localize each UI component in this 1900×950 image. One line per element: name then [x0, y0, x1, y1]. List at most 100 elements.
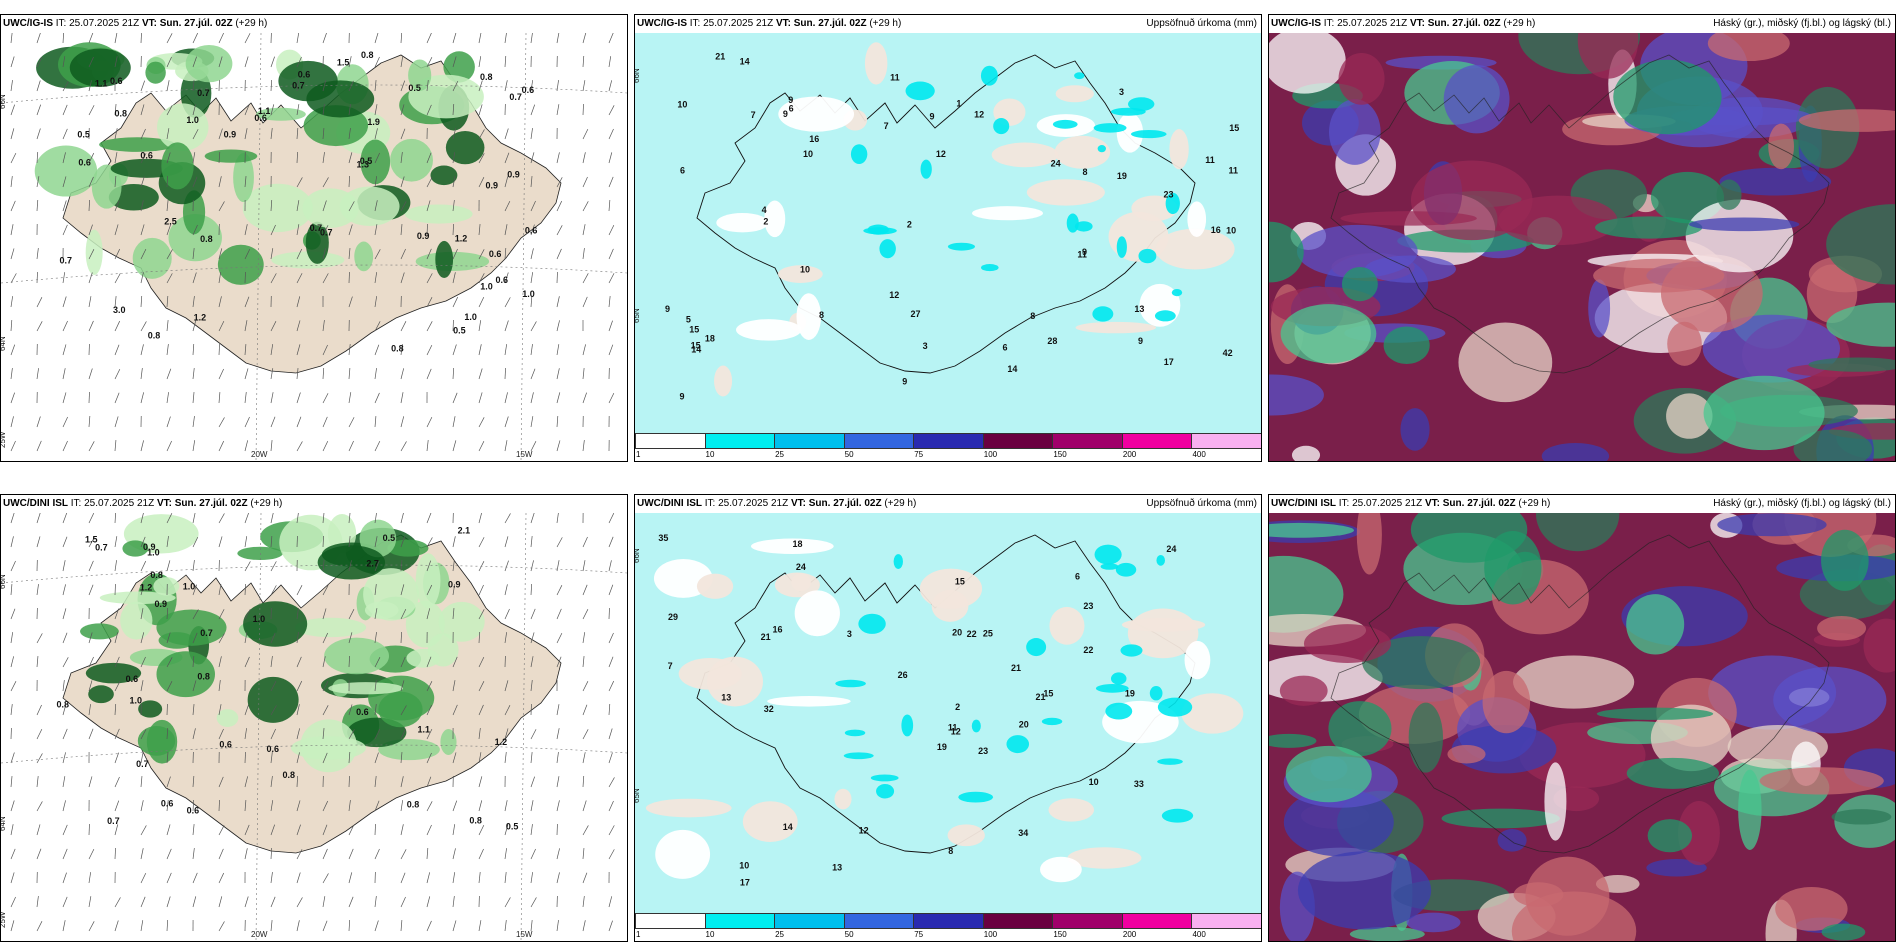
cloud-value-label: 0.8: [469, 816, 482, 826]
cloud-value-label: 0.5: [360, 156, 373, 166]
valid-time: Sun. 27.júl. 02Z: [808, 498, 882, 509]
cloud-value-label: 0.9: [143, 542, 156, 552]
precip-value-label: 15: [1229, 123, 1239, 133]
lat-label: 65N: [635, 308, 641, 323]
panel-header: UWC/DINI ISL IT: 25.07.2025 21Z VT: Sun.…: [635, 495, 1261, 513]
precip-value-label: 16: [773, 625, 783, 635]
panel-header: UWC/DINI ISL IT: 25.07.2025 21Z VT: Sun.…: [1, 495, 627, 513]
precip-value-label: 9: [679, 391, 684, 401]
precip-value-label: 13: [721, 692, 731, 702]
precip-value-label: 9: [930, 111, 935, 121]
precip-colorbar: 1 10 25 50 75 100 150 200 400: [635, 913, 1261, 941]
cloud-value-label: 0.8: [361, 50, 374, 60]
lat-label: 64N: [1, 816, 7, 831]
precip-value-label: 25: [983, 629, 993, 639]
colorbar-swatch: [1052, 433, 1123, 449]
valid-time-label: VT:: [156, 498, 172, 509]
init-time: IT: 25.07.2025 21Z: [1323, 18, 1408, 29]
init-time: IT: 25.07.2025 21Z: [704, 498, 789, 509]
precip-value-label: 5: [686, 314, 691, 324]
cloud-value-label: 0.7: [95, 543, 108, 553]
precip-value-label: 22: [967, 629, 977, 639]
precip-value-label: 10: [1089, 777, 1099, 787]
colorbar-swatch: [982, 433, 1054, 449]
precip-value-label: 15: [689, 324, 699, 334]
precip-value-label: 19: [1125, 688, 1135, 698]
lat-label: 66N: [1, 574, 7, 589]
valid-time-label: VT:: [141, 18, 157, 29]
precip-value-label: 15: [691, 341, 701, 351]
lead-time: (+29 h): [250, 498, 283, 509]
precip-value-label: 12: [951, 726, 961, 736]
cloud-value-label: 0.6: [496, 275, 509, 285]
precip-value-label: 9: [665, 304, 670, 314]
precip-value-label: 26: [898, 670, 908, 680]
precip-value-label: 6: [1002, 343, 1007, 353]
panel-3-layers-igis: UWC/IG-IS IT: 25.07.2025 21Z VT: Sun. 27…: [1268, 14, 1896, 462]
colorbar-swatch: [1052, 913, 1123, 929]
cloud-value-label: 0.7: [197, 88, 210, 98]
cloud-value-label: 0.6: [78, 158, 91, 168]
colorbar-tick-label: 100: [983, 930, 998, 939]
precip-value-label: 10: [1226, 225, 1236, 235]
cloud-value-label: 0.6: [522, 85, 535, 95]
map-area: 66N 64N 25W 20W 15W 0.9 1.0 0.6 2.7 0.6 0.7 0.8 1.0 0…: [1, 513, 627, 941]
cloud-value-label: 0.7: [200, 628, 213, 638]
precip-value-label: 24: [1051, 158, 1061, 168]
cloud-value-label: 1.0: [522, 289, 535, 299]
precip-value-label: 13: [1134, 304, 1144, 314]
cloud-value-label: 0.8: [200, 234, 213, 244]
cloud-value-label: 1.0: [147, 547, 160, 557]
cloud-value-label: 0.6: [356, 707, 369, 717]
cloud-value-label: 0.7: [107, 816, 120, 826]
precip-value-label: 2: [763, 217, 768, 227]
cloud-value-label: 1.0: [253, 614, 266, 624]
init-time: IT: 25.07.2025 21Z: [1338, 498, 1423, 509]
colorbar-tick-label: 25: [775, 450, 785, 459]
panel-header: UWC/DINI ISL IT: 25.07.2025 21Z VT: Sun.…: [1269, 495, 1895, 513]
precip-colorbar: 1 10 25 50 75 100 150 200 400: [635, 433, 1261, 461]
precip-value-label: 20: [1019, 719, 1029, 729]
panel-4-cloud-dini: UWC/DINI ISL IT: 25.07.2025 21Z VT: Sun.…: [0, 494, 628, 942]
valid-time-label: VT:: [1424, 498, 1440, 509]
cloud-value-label: 0.6: [298, 69, 311, 79]
lon-label: 15W: [516, 930, 533, 939]
lat-label: 64N: [1, 336, 7, 351]
colorbar-tick-label: 400: [1192, 450, 1206, 459]
colorbar-swatch: [843, 913, 915, 929]
map-area: [1269, 33, 1895, 461]
cloud-value-label: 0.6: [525, 225, 538, 235]
precip-value-label: 28: [1047, 336, 1057, 346]
precip-value-label: 8: [1030, 311, 1035, 321]
cloud-value-label: 1.1: [258, 106, 271, 116]
colorbar-tick-label: 400: [1192, 930, 1206, 939]
precip-value-label: 6: [1075, 572, 1080, 582]
precip-value-label: 33: [1134, 779, 1144, 789]
precip-value-label: 17: [740, 877, 750, 887]
precip-value-label: 29: [668, 612, 678, 622]
precip-value-label: 21: [761, 632, 771, 642]
map-area: [1269, 513, 1895, 941]
lead-time: (+29 h): [869, 18, 902, 29]
precip-value-label: 42: [1223, 348, 1233, 358]
colorbar-swatch: [704, 913, 776, 929]
lead-time: (+29 h): [1518, 498, 1551, 509]
colorbar-tick-label: 1: [636, 930, 641, 939]
precip-value-label: 22: [1083, 645, 1093, 655]
colorbar-swatch: [913, 913, 984, 929]
cloud-value-label: 0.5: [408, 83, 421, 93]
cloud-value-label: 1.0: [129, 696, 142, 706]
panel-5-precip-dini: UWC/DINI ISL IT: 25.07.2025 21Z VT: Sun.…: [634, 494, 1262, 942]
precip-value-label: 16: [809, 134, 819, 144]
cloud-value-label: 1.5: [337, 58, 350, 68]
colorbar-swatch: [1121, 913, 1193, 929]
precip-value-label: 12: [936, 149, 946, 159]
cloud-value-label: 0.9: [417, 231, 430, 241]
precip-value-label: 3: [847, 629, 852, 639]
precip-value-label: 9: [1138, 336, 1143, 346]
precip-value-label: 14: [691, 345, 701, 355]
precip-value-label: 15: [1043, 689, 1053, 699]
precip-value-label: 19: [937, 742, 947, 752]
valid-time: Sun. 27.júl. 02Z: [1442, 498, 1516, 509]
cloud-value-label: 0.8: [148, 331, 161, 341]
